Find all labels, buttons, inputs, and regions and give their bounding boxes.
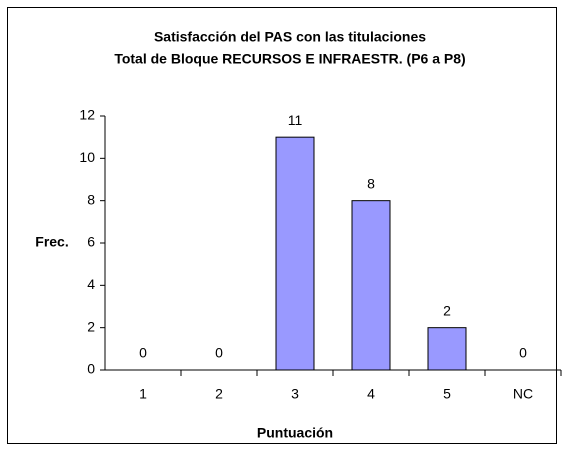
chart-subtitle: Total de Bloque RECURSOS E INFRAESTR. (P… [114, 51, 465, 67]
chart-title: Satisfacción del PAS con las titulacione… [154, 29, 426, 45]
y-axis-label: Frec. [35, 234, 68, 250]
data-label: 0 [519, 345, 527, 361]
data-label: 0 [139, 345, 147, 361]
bar [275, 136, 315, 371]
y-tick-label: 12 [79, 107, 95, 123]
x-tick-label: 5 [443, 386, 451, 402]
x-tick-label: 3 [291, 386, 299, 402]
y-tick-label: 4 [87, 276, 95, 292]
y-tick-label: 6 [87, 234, 95, 250]
y-tick-label: 10 [79, 149, 95, 165]
x-tick-label: 4 [367, 386, 375, 402]
y-tick-label: 2 [87, 318, 95, 334]
bar [351, 200, 391, 371]
data-label: 11 [288, 112, 303, 128]
bar [427, 327, 467, 371]
data-label: 0 [215, 345, 223, 361]
x-axis-label: Puntuación [257, 425, 333, 441]
x-tick-label: 1 [139, 386, 147, 402]
y-tick-label: 8 [87, 191, 95, 207]
data-label: 2 [443, 302, 451, 318]
x-tick-label: 2 [215, 386, 223, 402]
data-label: 8 [367, 175, 375, 191]
x-tick-label: NC [513, 386, 533, 402]
y-tick-label: 0 [87, 361, 95, 377]
